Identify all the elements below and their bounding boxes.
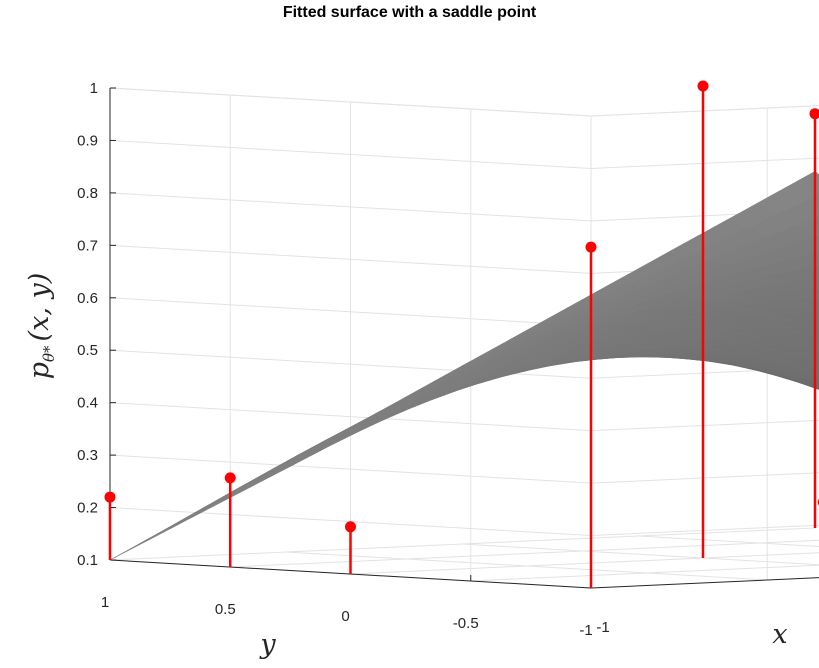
z-tick-label: 0.8: [77, 185, 98, 202]
stem-marker: [586, 242, 597, 253]
grid-line: [591, 504, 819, 536]
stem: [345, 521, 356, 574]
stem-marker: [105, 492, 116, 503]
grid-line: [591, 399, 819, 431]
z-tick-label: 0.4: [77, 395, 98, 412]
z-tick-label: 0.3: [77, 447, 98, 464]
y-tick-label: 1: [101, 594, 109, 611]
x-tick-label: -1: [596, 619, 609, 636]
surface-facet: [110, 533, 159, 560]
z-label-args: (x, y): [24, 273, 55, 342]
z-tick-label: 1: [90, 80, 98, 97]
stem-marker: [345, 521, 356, 532]
grid-line: [591, 451, 819, 483]
stem: [225, 472, 236, 567]
y-tick-label: -0.5: [453, 615, 479, 632]
y-tick-label: 0.5: [215, 601, 236, 618]
stem-marker: [810, 108, 819, 119]
z-tick-label: 0.1: [77, 552, 98, 569]
y-tick-label: -1: [579, 622, 592, 639]
z-tick-label: 0.6: [77, 290, 98, 307]
z-tick-label: 0.9: [77, 132, 98, 149]
stem: [105, 492, 116, 560]
svg-text:pθ*(x, y): pθ* (x, y): [24, 273, 58, 380]
y-axis-label: y: [259, 629, 276, 660]
stem-marker: [225, 472, 236, 483]
z-tick-label: 0.7: [77, 237, 98, 254]
z-label-subscript: θ*: [40, 345, 58, 362]
z-tick-label: 0.2: [77, 500, 98, 517]
z-axis-label: pθ* (x, y): [24, 273, 58, 380]
z-label-base: p: [24, 362, 55, 379]
stem-marker: [698, 81, 709, 92]
surface: [110, 171, 819, 560]
grid-line: [286, 552, 767, 580]
z-tick-label: 0.5: [77, 342, 98, 359]
y-tick-label: 0: [341, 608, 349, 625]
grid-line: [591, 136, 819, 168]
chart-title: Fitted surface with a saddle point: [0, 4, 819, 22]
x-axis-label: x: [772, 619, 787, 650]
